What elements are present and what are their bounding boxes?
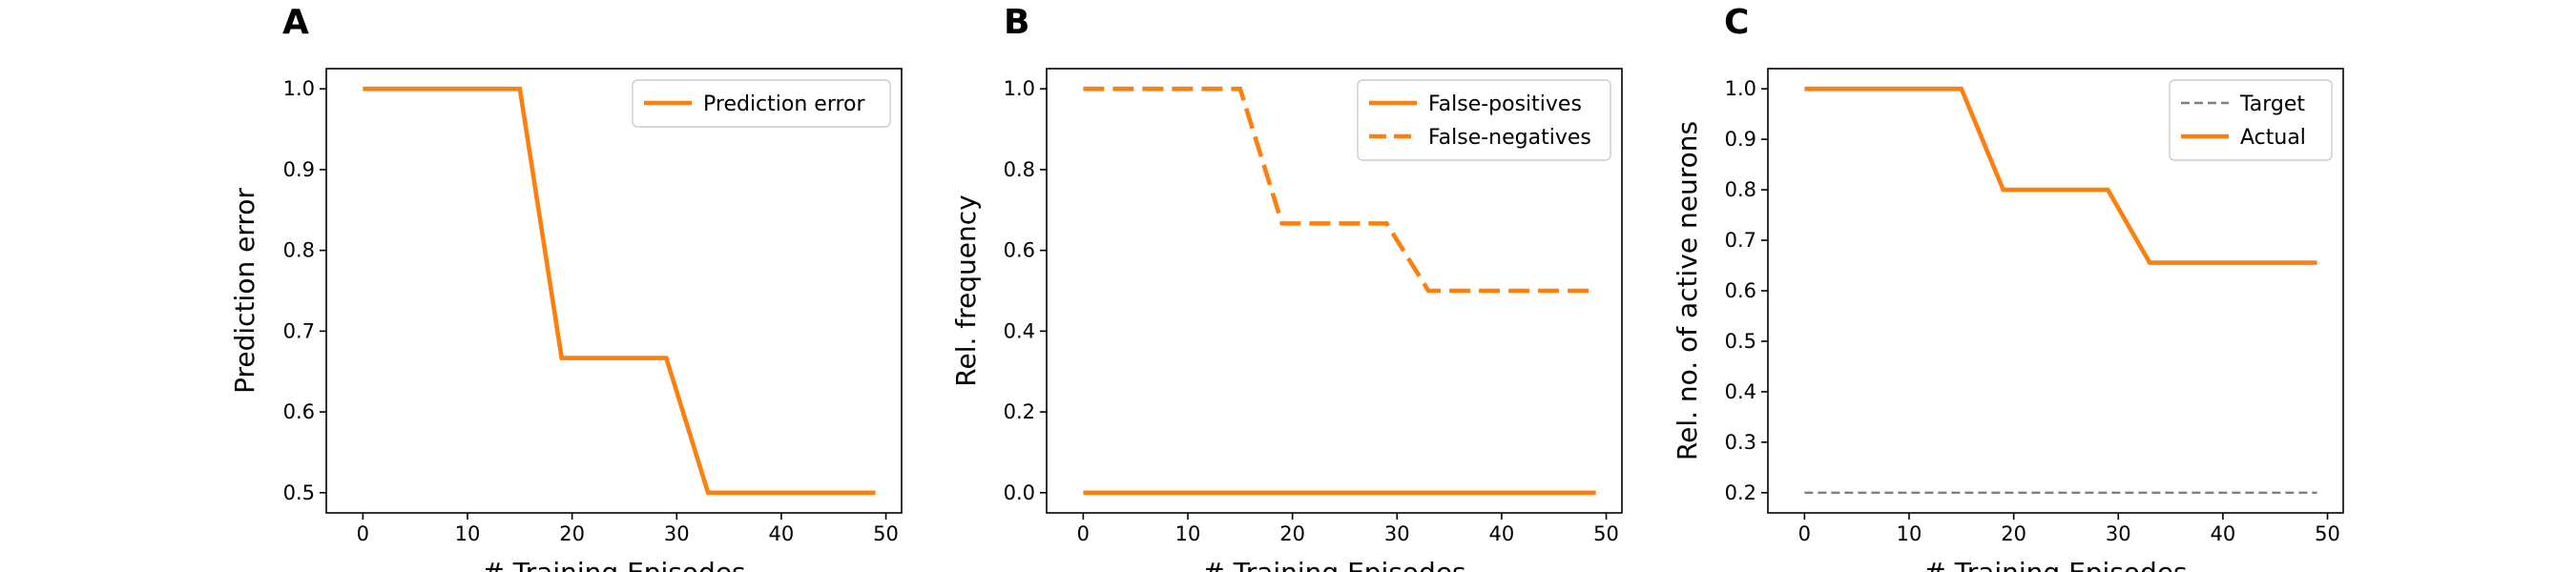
legend: Prediction error xyxy=(632,79,891,128)
panel-tag: C xyxy=(1724,3,1749,42)
y-tick-label: 0.7 xyxy=(1725,229,1756,252)
legend: False-positives False-negatives xyxy=(1357,79,1611,161)
x-axis-label: # Training Episodes xyxy=(1923,557,2187,572)
x-tick-label: 20 xyxy=(559,522,585,545)
legend-label: False-positives xyxy=(1428,92,1582,116)
x-tick-label: 30 xyxy=(2106,522,2131,545)
x-tick-label: 10 xyxy=(1175,522,1201,545)
y-tick-label: 1.0 xyxy=(1725,77,1756,100)
legend-box xyxy=(632,79,891,128)
y-tick-label: 0.2 xyxy=(1004,400,1035,423)
plot-frame xyxy=(325,68,903,514)
x-axis-label: # Training Episodes xyxy=(1202,557,1465,572)
y-tick-label: 0.9 xyxy=(1725,128,1756,151)
x-tick-label: 50 xyxy=(2315,522,2340,545)
y-axis-label: Rel. no. of active neurons xyxy=(1672,121,1703,460)
y-tick-label: 0.8 xyxy=(283,239,315,262)
x-tick-label: 0 xyxy=(1077,522,1090,545)
series-line-2 xyxy=(1083,86,1596,294)
y-axis-label: Prediction error xyxy=(229,188,260,394)
y-axis-label: Rel. frequency xyxy=(950,194,982,386)
x-tick-label: 30 xyxy=(1384,522,1410,545)
y-tick-label: 0.6 xyxy=(283,400,315,423)
panel-tag: B xyxy=(1004,3,1029,42)
legend-box xyxy=(1357,79,1611,161)
y-tick-label: 1.0 xyxy=(283,77,315,100)
y-tick-label: 0.2 xyxy=(1725,481,1756,504)
legend-box xyxy=(2169,79,2333,161)
x-tick-label: 40 xyxy=(769,522,795,545)
x-tick-label: 0 xyxy=(1798,522,1811,545)
x-tick-label: 30 xyxy=(664,522,690,545)
y-tick-label: 0.8 xyxy=(1725,178,1756,201)
y-tick-label: 0.8 xyxy=(1004,158,1035,181)
legend: Target Actual xyxy=(2169,79,2333,161)
x-tick-label: 40 xyxy=(1489,522,1515,545)
legend-label: False-negatives xyxy=(1428,126,1591,150)
y-tick-label: 0.6 xyxy=(1004,239,1035,262)
x-tick-label: 20 xyxy=(2001,522,2026,545)
x-tick-label: 0 xyxy=(357,522,369,545)
x-axis-label: # Training Episodes xyxy=(482,557,745,572)
panel-a: A 0 10 20 30 40 50 0.5 0.6 0.7 0.8 0.9 1.0 # Training… xyxy=(229,3,903,572)
x-tick-label: 10 xyxy=(455,522,481,545)
legend-label: Actual xyxy=(2240,126,2306,150)
y-tick-label: 0.0 xyxy=(1004,481,1035,504)
x-tick-label: 20 xyxy=(1279,522,1305,545)
y-tick-label: 0.7 xyxy=(283,319,315,342)
panel-tag: A xyxy=(282,3,309,42)
y-tick-label: 0.3 xyxy=(1725,431,1756,454)
series-line-1 xyxy=(363,86,876,496)
plot-frame xyxy=(1046,68,1623,514)
y-tick-label: 1.0 xyxy=(1004,77,1035,100)
x-tick-label: 40 xyxy=(2211,522,2236,545)
y-tick-label: 0.6 xyxy=(1725,279,1756,302)
panel-c: C 0 10 20 30 40 50 0.2 0.3 0.4 0.5 0.6 0.7 0.8 0.9 1.0 #… xyxy=(1672,3,2344,572)
y-tick-label: 0.4 xyxy=(1725,380,1756,403)
y-tick-label: 0.5 xyxy=(1725,330,1756,353)
legend-label: Prediction error xyxy=(703,92,865,116)
x-tick-label: 10 xyxy=(1897,522,1922,545)
x-tick-label: 50 xyxy=(873,522,899,545)
y-tick-label: 0.5 xyxy=(283,481,315,504)
series-line-2 xyxy=(1804,86,2317,265)
panel-b: B 0 10 20 30 40 50 0.0 0.2 0.4 0.6 0.8 1.0 # Training… xyxy=(950,3,1623,572)
x-tick-label: 50 xyxy=(1593,522,1619,545)
y-tick-label: 0.9 xyxy=(283,158,315,181)
legend-label: Target xyxy=(2239,92,2305,116)
y-tick-label: 0.4 xyxy=(1004,319,1035,342)
